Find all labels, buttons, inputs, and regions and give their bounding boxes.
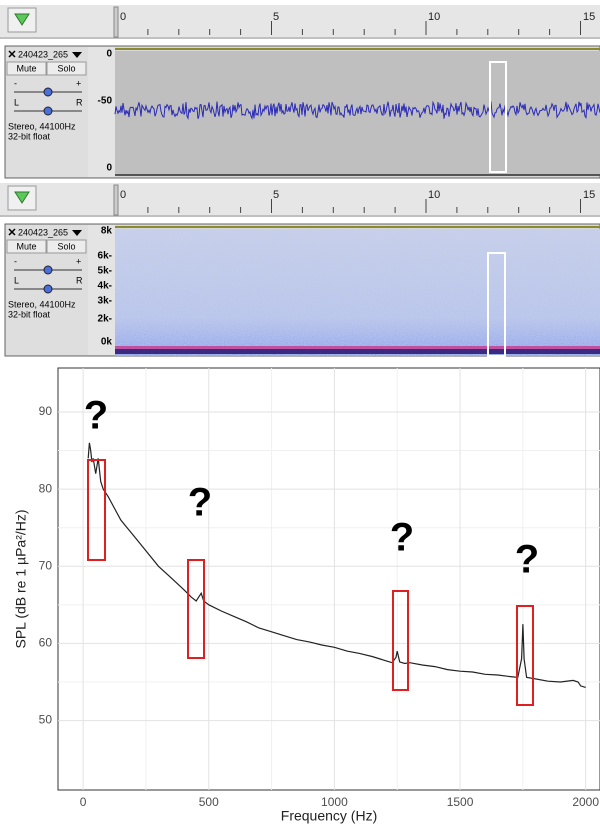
y-tick-label: 70 xyxy=(39,558,53,572)
y-axis-label: SPL (dB re 1 µPa²/Hz) xyxy=(13,509,29,648)
question-mark: ? xyxy=(188,481,212,525)
spectrum-line xyxy=(87,442,586,688)
gain-min: - xyxy=(14,78,17,88)
scale-label: 8k xyxy=(101,226,113,237)
plot-panel xyxy=(57,367,600,791)
track-name: 240423_265 xyxy=(18,49,68,59)
close-icon[interactable] xyxy=(8,228,16,236)
solo-button[interactable] xyxy=(46,239,87,254)
x-tick-label: 500 xyxy=(199,795,219,809)
vertical-scale xyxy=(88,225,115,355)
mute-button[interactable] xyxy=(6,239,47,254)
scale-label: 6k- xyxy=(98,251,112,262)
pan-knob[interactable] xyxy=(43,106,53,116)
track-menu-arrow[interactable] xyxy=(72,52,82,58)
mute-label: Mute xyxy=(16,63,36,73)
x-axis-label: Frequency (Hz) xyxy=(281,808,377,824)
track-format: Stereo, 44100Hz xyxy=(8,121,76,131)
selection-box xyxy=(489,61,507,173)
highlight-box xyxy=(516,605,534,706)
close-icon[interactable] xyxy=(8,50,16,58)
play-button[interactable] xyxy=(7,7,37,33)
x-tick-label: 2000 xyxy=(572,795,599,809)
scale-label: 0k xyxy=(101,337,113,348)
y-tick-label: 60 xyxy=(39,636,53,650)
ruler-label: 5 xyxy=(273,189,279,201)
pan-max: R xyxy=(76,275,83,285)
scale-label: 0 xyxy=(106,163,112,174)
y-tick-label: 90 xyxy=(39,404,53,418)
mute-button[interactable] xyxy=(6,61,47,76)
highlight-box xyxy=(187,559,205,659)
x-tick-label: 0 xyxy=(80,795,87,809)
pan-knob[interactable] xyxy=(43,284,53,294)
ruler-label: 0 xyxy=(120,11,126,23)
scale-label: 3k- xyxy=(98,296,112,307)
waveform xyxy=(114,100,600,120)
question-mark: ? xyxy=(84,394,108,438)
track-menu-arrow[interactable] xyxy=(72,230,82,236)
ruler-bar xyxy=(0,183,600,217)
solo-label: Solo xyxy=(57,63,75,73)
selection-box xyxy=(487,252,506,357)
question-mark: ? xyxy=(390,516,414,560)
y-tick-label: 50 xyxy=(39,713,53,727)
ruler-label: 10 xyxy=(428,11,440,23)
x-tick-label: 1500 xyxy=(447,795,474,809)
track-name: 240423_265 xyxy=(18,227,68,237)
scale-label: -50 xyxy=(98,96,113,107)
track-format: Stereo, 44100Hz xyxy=(8,299,76,309)
highlight-box xyxy=(392,590,409,691)
ruler-bar xyxy=(0,5,600,39)
play-icon xyxy=(14,191,30,204)
vertical-scale xyxy=(88,47,115,177)
solo-button[interactable] xyxy=(46,61,87,76)
playhead xyxy=(113,184,119,216)
track-bit-depth: 32-bit float xyxy=(8,131,51,141)
scale-label: 5k- xyxy=(98,266,112,277)
spectrogram-low-band xyxy=(115,346,600,349)
ruler-label: 15 xyxy=(583,11,595,23)
ruler-label: 15 xyxy=(583,189,595,201)
ruler-label: 5 xyxy=(273,11,279,23)
gain-max: + xyxy=(76,256,81,266)
scale-label: 4k- xyxy=(98,281,112,292)
pan-min: L xyxy=(14,97,19,107)
y-tick-label: 80 xyxy=(39,481,53,495)
mute-label: Mute xyxy=(16,241,36,251)
x-tick-label: 1000 xyxy=(321,795,348,809)
spectrogram-floor xyxy=(115,349,600,354)
scale-label: 0 xyxy=(106,49,112,60)
ruler-label: 0 xyxy=(120,189,126,201)
solo-label: Solo xyxy=(57,241,75,251)
gain-max: + xyxy=(76,78,81,88)
play-icon xyxy=(14,13,30,26)
highlight-box xyxy=(87,459,106,561)
ruler-label: 10 xyxy=(428,189,440,201)
scale-label: 2k- xyxy=(98,314,112,325)
track-bit-depth: 32-bit float xyxy=(8,309,51,319)
playhead xyxy=(113,6,119,38)
spectrogram-noise xyxy=(115,229,600,356)
question-mark: ? xyxy=(515,538,539,582)
gain-knob[interactable] xyxy=(43,87,53,97)
pan-min: L xyxy=(14,275,19,285)
pan-max: R xyxy=(76,97,83,107)
gain-knob[interactable] xyxy=(43,265,53,275)
gain-min: - xyxy=(14,256,17,266)
